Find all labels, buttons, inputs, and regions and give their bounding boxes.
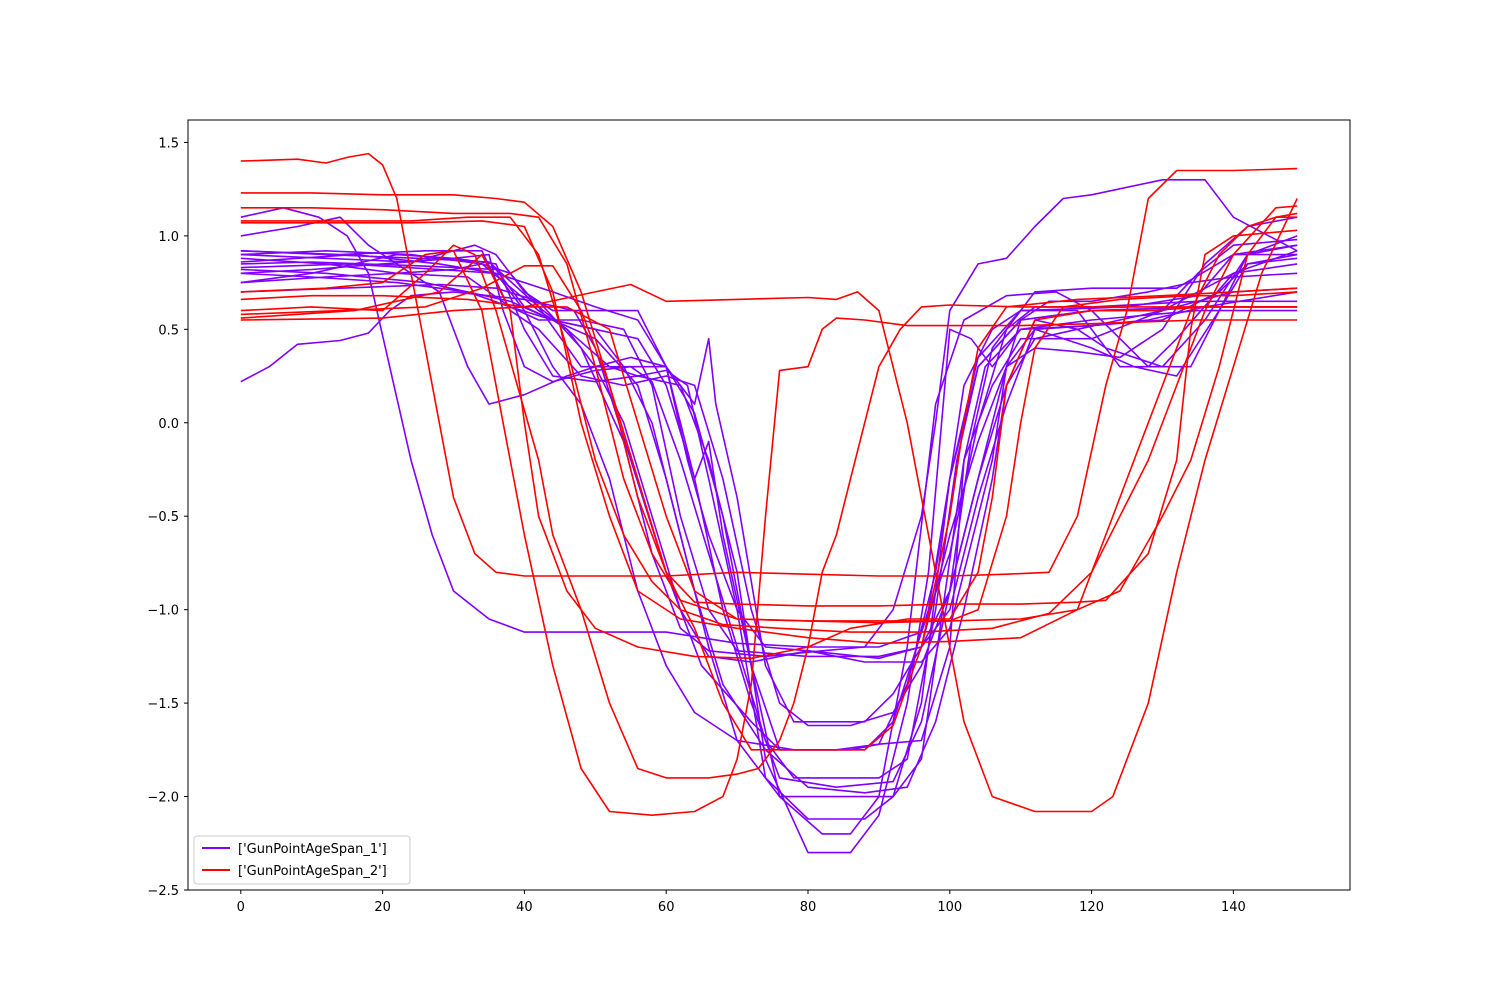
series-line-span-1-13	[240, 250, 1298, 663]
legend-label-span-1: ['GunPointAgeSpan_1']	[238, 842, 387, 857]
y-axis: −2.5 −2.0 −1.5 −1.0 −0.5 0.0 0.5 1.0 1.5	[147, 136, 188, 899]
x-tick-label: 60	[658, 900, 675, 915]
y-tick-label: 1.5	[158, 136, 179, 151]
y-tick-label: −1.0	[147, 604, 179, 619]
series-line-span-2-23	[240, 250, 1298, 816]
series-line-span-2-17	[240, 152, 1298, 577]
series-line-span-1-15	[240, 216, 1298, 727]
x-tick-label: 120	[1079, 900, 1104, 915]
y-tick-label: 0.5	[158, 323, 179, 338]
x-tick-label: 20	[374, 900, 391, 915]
y-tick-label: 1.0	[158, 230, 179, 245]
x-tick-label: 40	[516, 900, 533, 915]
axes-frame	[187, 119, 1351, 891]
series-line-span-2-18	[240, 192, 1298, 607]
y-tick-label: 0.0	[158, 417, 179, 432]
series-line-span-1-11	[240, 263, 1298, 660]
y-tick-label: −0.5	[147, 510, 179, 525]
x-tick-label: 100	[937, 900, 962, 915]
legend-box	[193, 835, 411, 885]
series-line-span-1-9	[240, 257, 1298, 723]
series-line-span-2-21	[240, 216, 1298, 645]
series-line-span-1-16	[240, 179, 1298, 658]
y-tick-label: −1.5	[147, 697, 179, 712]
series-lines	[240, 152, 1298, 854]
series-line-span-1-5	[240, 244, 1298, 788]
series-line-span-1-14	[240, 244, 1298, 794]
series-line-span-2-24	[240, 198, 1298, 813]
series-line-span-2-22	[240, 244, 1298, 779]
series-line-span-2-20	[240, 205, 1298, 633]
series-line-span-2-25	[240, 291, 1298, 622]
x-tick-label: 140	[1221, 900, 1246, 915]
x-tick-label: 80	[800, 900, 817, 915]
x-tick-label: 0	[237, 900, 245, 915]
x-axis: 0 20 40 60 80 100 120 140	[237, 890, 1246, 915]
y-tick-label: −2.0	[147, 791, 179, 806]
series-line-span-2-26	[240, 265, 1298, 751]
legend: ['GunPointAgeSpan_1'] ['GunPointAgeSpan_…	[193, 835, 411, 885]
series-line-span-2-27	[240, 253, 1298, 660]
legend-label-span-2: ['GunPointAgeSpan_2']	[238, 864, 387, 879]
y-tick-label: −2.5	[147, 884, 179, 899]
